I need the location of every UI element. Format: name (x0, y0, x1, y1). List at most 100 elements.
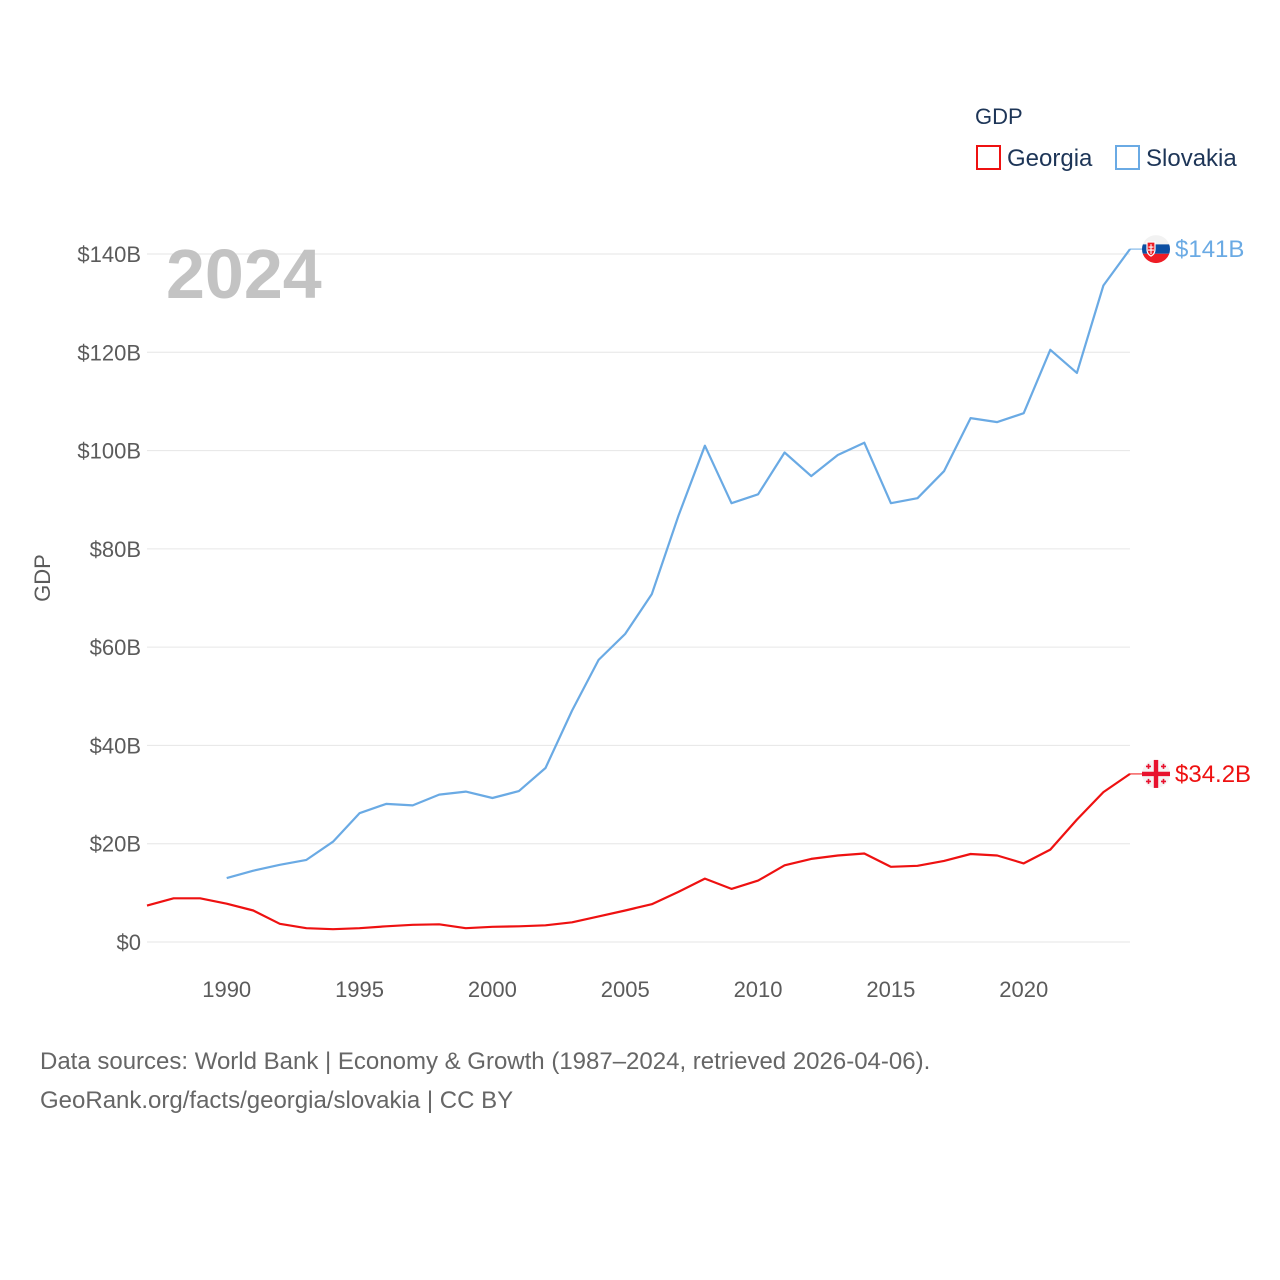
data-point-georgia[interactable] (1020, 859, 1028, 867)
y-axis-label: GDP (30, 554, 55, 602)
data-point-georgia[interactable] (860, 850, 868, 858)
data-point-georgia[interactable] (488, 923, 496, 931)
data-point-slovakia[interactable] (754, 490, 762, 498)
legend[interactable]: GDP Georgia Slovakia (975, 104, 1237, 172)
data-point-slovakia[interactable] (276, 861, 284, 869)
x-tick-label: 2010 (734, 977, 783, 1002)
data-point-georgia[interactable] (834, 852, 842, 860)
data-point-georgia[interactable] (913, 862, 921, 870)
data-point-georgia[interactable] (568, 918, 576, 926)
x-tick-label: 2005 (601, 977, 650, 1002)
y-axis-tick-labels: $0 $20B $40B $60B $80B $100B $120B $140B (77, 242, 141, 955)
data-point-georgia[interactable] (967, 850, 975, 858)
data-point-slovakia[interactable] (329, 838, 337, 846)
data-point-slovakia[interactable] (515, 787, 523, 795)
legend-title: GDP (975, 104, 1023, 129)
data-point-georgia[interactable] (435, 920, 443, 928)
legend-item-slovakia[interactable]: Slovakia (1115, 145, 1237, 172)
data-point-slovakia[interactable] (993, 418, 1001, 426)
data-point-slovakia[interactable] (595, 656, 603, 664)
data-point-georgia[interactable] (940, 857, 948, 865)
data-point-georgia[interactable] (887, 863, 895, 871)
data-point-georgia[interactable] (781, 861, 789, 869)
data-point-slovakia[interactable] (781, 449, 789, 457)
footer: Data sources: World Bank | Economy & Gro… (40, 1042, 930, 1120)
data-point-georgia[interactable] (329, 925, 337, 933)
data-point-georgia[interactable] (595, 912, 603, 920)
data-point-slovakia[interactable] (462, 788, 470, 796)
legend-item-georgia[interactable]: Georgia (976, 145, 1093, 172)
data-point-georgia[interactable] (196, 894, 204, 902)
end-labels: $34.2B $141B (1130, 235, 1251, 788)
data-point-slovakia[interactable] (568, 707, 576, 715)
y-tick-label: $140B (77, 242, 141, 267)
x-axis-tick-labels: 1990 1995 2000 2005 2010 2015 2020 (202, 977, 1048, 1002)
data-point-slovakia[interactable] (223, 874, 231, 882)
x-tick-label: 2020 (999, 977, 1048, 1002)
data-point-slovakia[interactable] (834, 451, 842, 459)
data-point-georgia[interactable] (515, 922, 523, 930)
data-point-slovakia[interactable] (727, 499, 735, 507)
x-tick-label: 2015 (866, 977, 915, 1002)
data-point-georgia[interactable] (754, 877, 762, 885)
data-point-georgia[interactable] (727, 885, 735, 893)
gridlines (147, 253, 1130, 943)
footer-credit: GeoRank.org/facts/georgia/slovakia | CC … (40, 1087, 514, 1114)
data-point-slovakia[interactable] (860, 439, 868, 447)
data-point-slovakia[interactable] (1046, 346, 1054, 354)
data-point-georgia[interactable] (143, 902, 151, 910)
data-point-georgia[interactable] (223, 900, 231, 908)
data-point-georgia[interactable] (674, 888, 682, 896)
data-point-georgia[interactable] (807, 855, 815, 863)
series-line-georgia[interactable] (146, 772, 1131, 931)
data-point-georgia[interactable] (249, 907, 257, 915)
data-point-slovakia[interactable] (356, 809, 364, 817)
data-point-georgia[interactable] (356, 924, 364, 932)
series-lines (143, 248, 1131, 933)
data-point-slovakia[interactable] (542, 764, 550, 772)
data-point-georgia[interactable] (302, 924, 310, 932)
y-tick-label: $40B (90, 733, 141, 758)
data-point-georgia[interactable] (621, 907, 629, 915)
footer-sources: Data sources: World Bank | Economy & Gro… (40, 1048, 931, 1075)
data-point-georgia[interactable] (993, 852, 1001, 860)
data-point-georgia[interactable] (1046, 846, 1054, 854)
data-point-georgia[interactable] (542, 921, 550, 929)
data-point-slovakia[interactable] (1073, 369, 1081, 377)
data-point-slovakia[interactable] (409, 801, 417, 809)
data-point-georgia[interactable] (170, 894, 178, 902)
data-point-georgia[interactable] (382, 922, 390, 930)
data-point-slovakia[interactable] (807, 472, 815, 480)
x-tick-label: 2000 (468, 977, 517, 1002)
data-point-slovakia[interactable] (887, 499, 895, 507)
data-point-georgia[interactable] (1073, 816, 1081, 824)
data-point-slovakia[interactable] (674, 512, 682, 520)
data-point-slovakia[interactable] (1099, 281, 1107, 289)
data-point-slovakia[interactable] (940, 467, 948, 475)
legend-swatch-georgia (976, 145, 1001, 170)
year-watermark: 2024 (166, 235, 322, 313)
data-point-slovakia[interactable] (435, 791, 443, 799)
data-point-slovakia[interactable] (1020, 409, 1028, 417)
data-point-georgia[interactable] (701, 875, 709, 883)
data-point-slovakia[interactable] (621, 630, 629, 638)
data-point-georgia[interactable] (409, 921, 417, 929)
y-tick-label: $60B (90, 635, 141, 660)
data-point-georgia[interactable] (648, 900, 656, 908)
legend-swatch-slovakia (1115, 145, 1140, 170)
data-point-georgia[interactable] (462, 924, 470, 932)
data-point-slovakia[interactable] (701, 442, 709, 450)
series-line-slovakia[interactable] (226, 248, 1131, 880)
data-point-slovakia[interactable] (382, 800, 390, 808)
data-point-slovakia[interactable] (249, 867, 257, 875)
data-point-slovakia[interactable] (913, 494, 921, 502)
data-point-slovakia[interactable] (648, 590, 656, 598)
data-point-slovakia[interactable] (302, 856, 310, 864)
gdp-line-chart: $0$20B$40B$60B$80B$100B$120B$140B 1990 19… (30, 104, 1251, 1002)
data-point-georgia[interactable] (276, 920, 284, 928)
slovakia-flag-icon (1142, 235, 1170, 264)
end-label-slovakia: $141B (1175, 236, 1244, 263)
data-point-georgia[interactable] (1099, 788, 1107, 796)
data-point-slovakia[interactable] (488, 794, 496, 802)
data-point-slovakia[interactable] (967, 414, 975, 422)
